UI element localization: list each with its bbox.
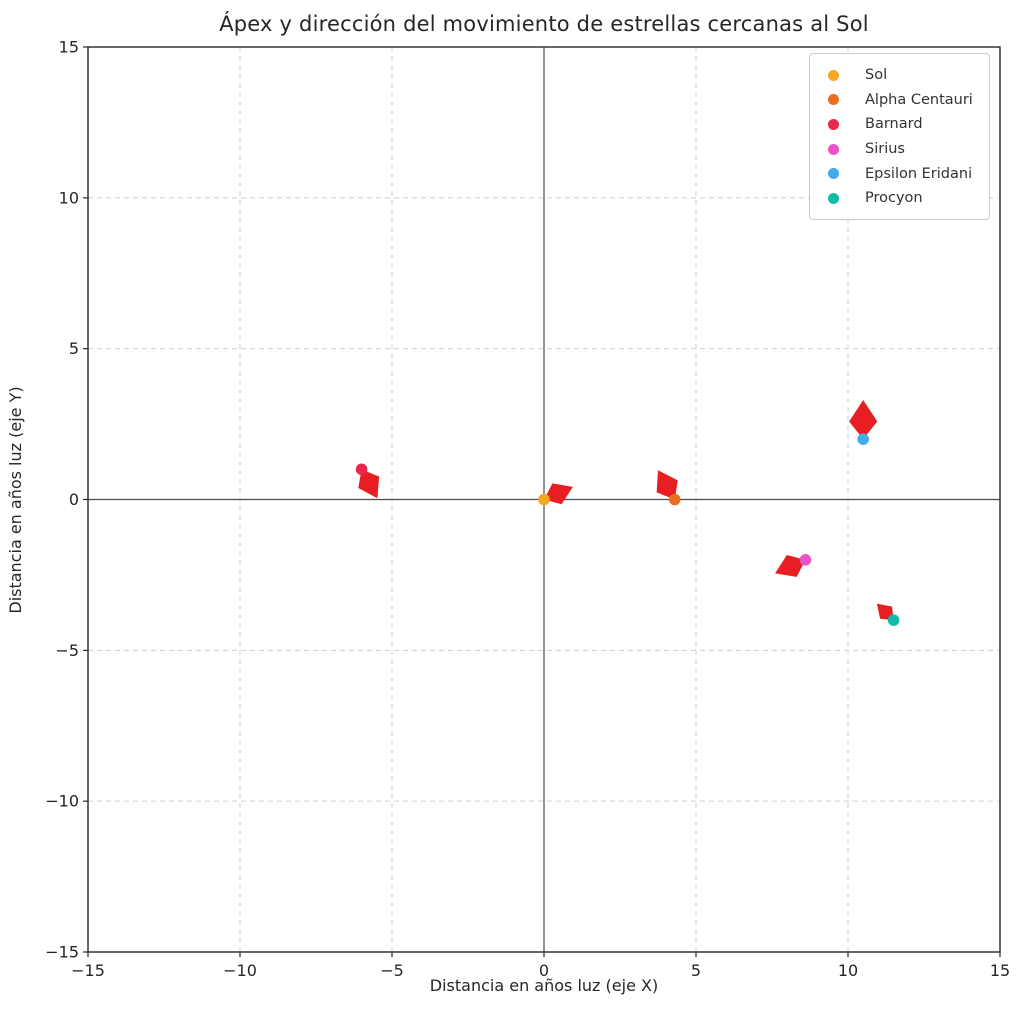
legend-marker-icon [828,143,839,155]
data-point-procyon [887,614,900,626]
velocity-arrow-alpha-centauri [656,470,678,500]
legend-marker-icon [828,118,839,130]
velocity-arrow-sol [544,483,573,505]
x-tick-label: −10 [223,961,257,980]
legend-label: Barnard [865,116,923,133]
legend-item-epsilon-eridani: Epsilon Eridani [823,161,979,186]
legend-item-sol: Sol [823,63,979,88]
legend-item-alpha-centauri: Alpha Centauri [823,88,979,113]
legend-marker-icon [828,94,839,106]
x-tick-label: −15 [71,961,105,980]
y-tick-label: 10 [59,188,79,207]
legend-label: Sol [865,67,888,84]
x-tick-label: −5 [380,961,404,980]
legend-marker-icon [828,168,839,180]
y-tick-label: 5 [69,339,79,358]
y-tick-label: −10 [45,792,79,811]
legend-item-procyon: Procyon [823,186,979,211]
data-point-epsilon-eridani [857,433,869,445]
data-point-sol [538,493,550,506]
velocity-arrow-epsilon-eridani [849,399,878,440]
data-point-sirius [799,554,812,566]
velocity-arrow-procyon [876,603,894,621]
legend-item-sirius: Sirius [823,137,979,162]
velocity-arrow-barnard [358,469,380,499]
x-axis-label: Distancia en años luz (eje X) [429,976,659,995]
legend-label: Alpha Centauri [865,91,973,108]
legend-marker-icon [828,69,839,81]
chart-title: Ápex y dirección del movimiento de estre… [219,12,869,36]
x-tick-label: 10 [838,961,858,980]
velocity-arrow-sirius [775,554,806,577]
x-tick-label: 15 [990,961,1010,980]
y-tick-label: −5 [55,641,79,660]
y-tick-label: −15 [45,943,79,962]
y-tick-label: 0 [69,490,79,509]
legend-label: Sirius [865,141,905,158]
data-point-alpha-centauri [668,493,681,506]
legend-label: Epsilon Eridani [865,165,973,182]
legend-item-barnard: Barnard [823,112,979,137]
legend: Sol Alpha Centauri Barnard Sirius Epsilon Er… [809,53,990,220]
legend-marker-icon [828,192,839,204]
legend-label: Procyon [865,190,923,207]
x-tick-label: 5 [691,961,701,980]
x-tick-label: 0 [539,961,549,980]
y-tick-label: 15 [59,38,79,57]
data-point-barnard [355,463,368,476]
y-axis-label-text: Distancia en años luz (eje Y) [6,386,25,614]
